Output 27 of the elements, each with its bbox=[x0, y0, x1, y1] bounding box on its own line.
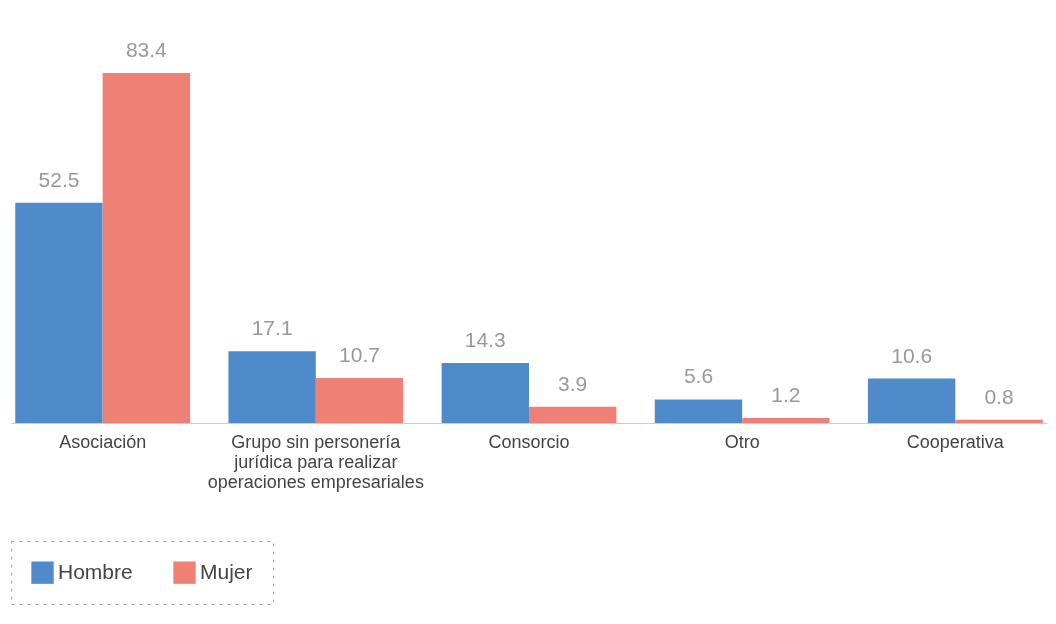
bar bbox=[955, 419, 1043, 423]
bar bbox=[228, 351, 316, 423]
x-tick-label: Otro bbox=[724, 431, 760, 452]
bar bbox=[15, 202, 103, 423]
bar bbox=[867, 378, 956, 423]
bar bbox=[441, 362, 529, 423]
data-label: 5.6 bbox=[683, 364, 714, 388]
data-label: 3.9 bbox=[558, 371, 588, 395]
bar bbox=[315, 378, 404, 423]
x-tick-label: Consorcio bbox=[488, 431, 570, 452]
legend-label: Mujer bbox=[200, 559, 253, 583]
bar bbox=[102, 73, 191, 423]
data-label: 10.6 bbox=[891, 343, 933, 367]
x-tick-label: Cooperativa bbox=[906, 431, 1005, 452]
bar bbox=[742, 417, 830, 423]
data-label: 1.2 bbox=[771, 382, 801, 406]
legend-label: Hombre bbox=[58, 559, 133, 583]
data-label: 52.5 bbox=[38, 167, 80, 191]
bar bbox=[654, 399, 743, 423]
data-label: 17.1 bbox=[251, 316, 293, 340]
data-label: 83.4 bbox=[125, 38, 168, 61]
bar bbox=[529, 406, 617, 423]
data-label: 0.8 bbox=[984, 384, 1014, 408]
data-label: 10.7 bbox=[339, 343, 380, 367]
x-tick-label: Asociación bbox=[59, 431, 147, 452]
x-tick-label: Grupo sin personería jurídica para realizar operaciones empresariales bbox=[207, 431, 424, 492]
data-label: 14.3 bbox=[464, 327, 506, 351]
